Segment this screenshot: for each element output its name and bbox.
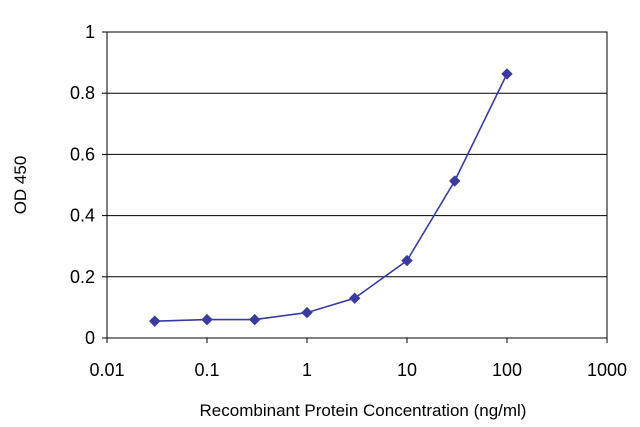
data-point-marker <box>401 254 413 267</box>
data-point-marker <box>349 292 361 304</box>
series-line <box>154 73 508 322</box>
x-tick-label: 10 <box>397 360 417 380</box>
data-point-marker <box>501 68 513 80</box>
x-tick-label: 0.1 <box>194 360 219 380</box>
x-tick-label: 1000 <box>587 360 627 380</box>
y-axis: 0 0.2 0.4 0.6 0.8 1 <box>70 22 107 348</box>
y-tick-label: 0.4 <box>70 206 95 226</box>
plot-area <box>106 31 608 339</box>
x-axis: 0.01 0.1 1 10 100 1000 <box>89 338 627 380</box>
y-tick-label: 0.2 <box>70 267 95 287</box>
y-tick-label: 0.8 <box>70 83 95 103</box>
y-tick-label: 1 <box>85 22 95 42</box>
x-tick-label: 1 <box>302 360 312 380</box>
data-point-marker <box>201 313 213 326</box>
data-point-marker <box>449 175 461 187</box>
data-point-marker <box>149 315 161 327</box>
x-tick-label: 0.01 <box>89 360 124 380</box>
data-point-marker <box>301 306 313 319</box>
series-group <box>149 68 513 327</box>
x-tick-label: 100 <box>492 360 522 380</box>
grid-lines <box>107 31 607 278</box>
y-axis-title: OD 450 <box>11 156 30 215</box>
data-point-marker <box>249 313 261 326</box>
y-tick-label: 0 <box>85 328 95 348</box>
y-tick-label: 0.6 <box>70 144 95 164</box>
x-axis-title: Recombinant Protein Concentration (ng/ml… <box>200 401 527 420</box>
